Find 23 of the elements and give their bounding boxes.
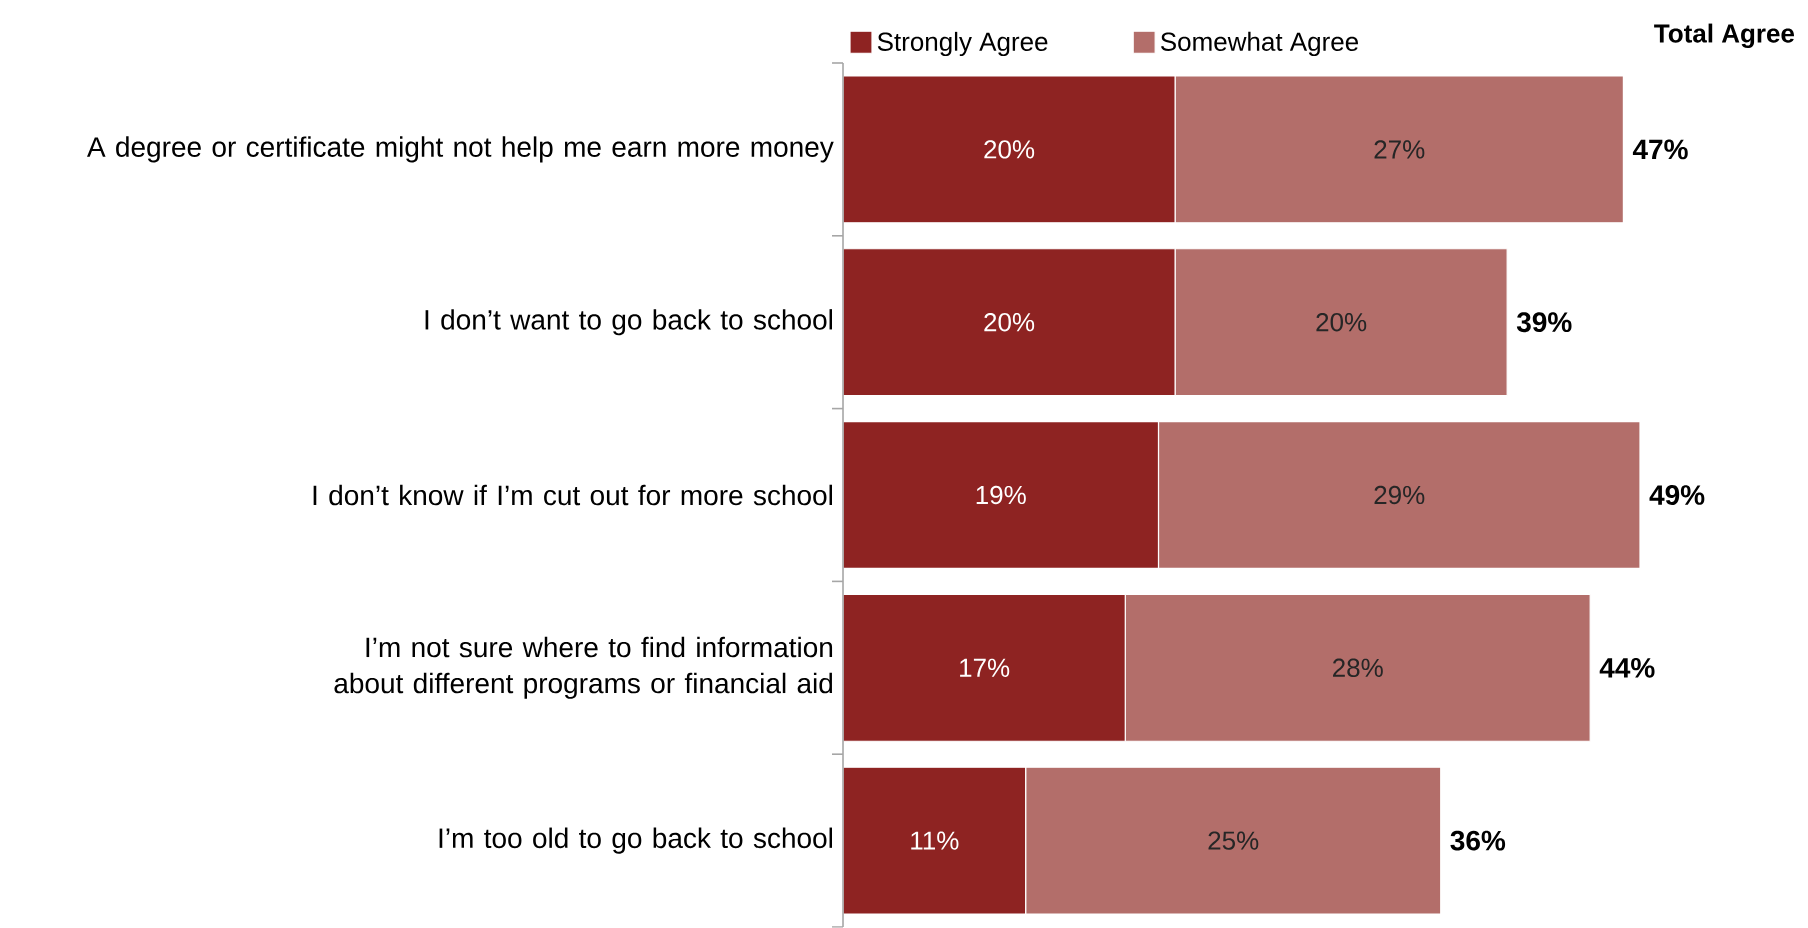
total-label: 49% <box>1649 485 1705 506</box>
data-label: 28% <box>1333 658 1383 678</box>
total-label: 36% <box>1450 830 1506 851</box>
data-label: 19% <box>976 485 1026 505</box>
data-label: 27% <box>1374 140 1425 159</box>
data-label: 20% <box>984 140 1035 159</box>
y-tick-label: I’m too old to go back to school <box>439 827 833 854</box>
data-label: 25% <box>1208 831 1259 850</box>
legend-label: Somewhat Agree <box>1160 31 1359 57</box>
data-label: 20% <box>1316 313 1367 332</box>
data-label: 20% <box>984 313 1035 332</box>
y-tick-label: I’m not sure where to find information about different programs or financial aid <box>334 636 833 699</box>
data-label: 29% <box>1374 485 1425 505</box>
data-label: 11% <box>911 831 959 850</box>
total-label: 47% <box>1632 139 1688 160</box>
y-tick-label: A degree or certificate might not help me earn more money <box>86 136 834 163</box>
legend-label: Strongly Agree <box>877 31 1048 57</box>
y-tick-label: I don’t know if I’m cut out for more school <box>313 484 832 506</box>
data-label: 17% <box>960 658 1010 677</box>
total-label: 44% <box>1599 658 1655 678</box>
total-label: 39% <box>1516 312 1572 333</box>
text: Total Agree <box>1654 23 1795 49</box>
y-tick-label: I don’t want to go back to school <box>425 309 833 336</box>
